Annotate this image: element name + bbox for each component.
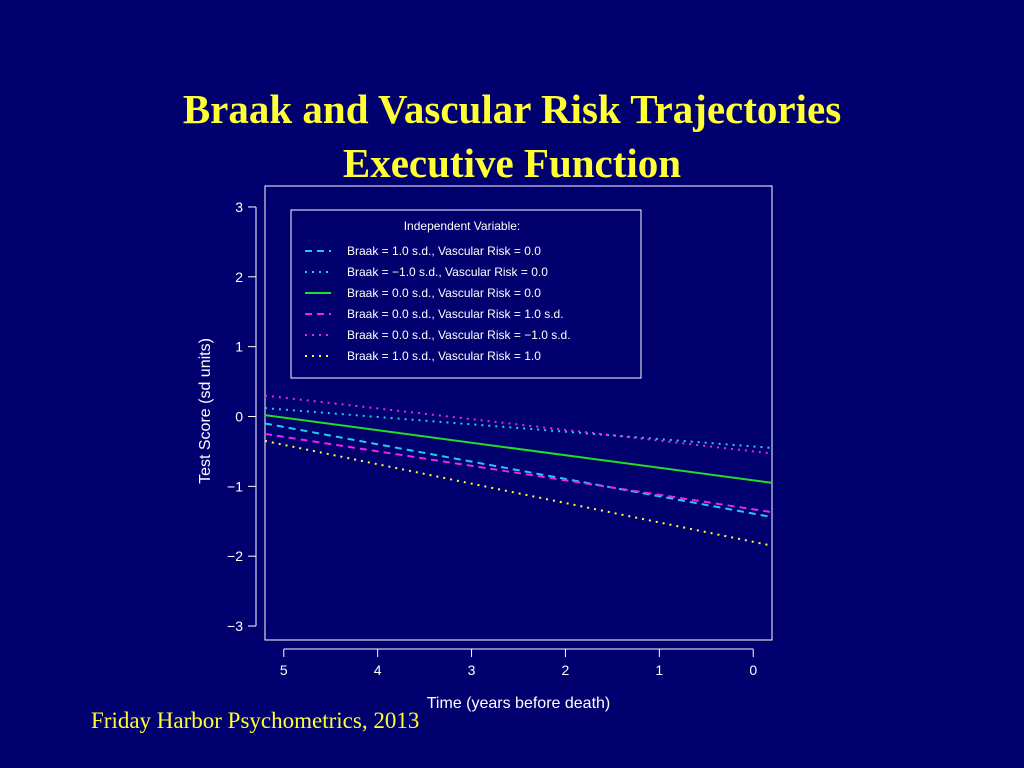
- y-tick-label: −2: [227, 548, 243, 564]
- legend-label-6: Braak = 1.0 s.d., Vascular Risk = 1.0: [347, 349, 541, 363]
- legend-label-4: Braak = 0.0 s.d., Vascular Risk = 1.0 s.…: [347, 307, 564, 321]
- y-tick-label: 0: [235, 408, 243, 424]
- y-tick-label: 2: [235, 269, 243, 285]
- legend-title: Independent Variable:: [404, 219, 521, 233]
- title-line-2: Executive Function: [342, 140, 682, 186]
- legend-label-5: Braak = 0.0 s.d., Vascular Risk = −1.0 s…: [347, 328, 571, 342]
- slide-title: Braak and Vascular Risk Trajectories Exe…: [0, 82, 1024, 190]
- y-axis-label: Test Score (sd units): [197, 338, 214, 484]
- legend-label-1: Braak = 1.0 s.d., Vascular Risk = 0.0: [347, 244, 541, 258]
- y-tick-label: −3: [227, 618, 243, 634]
- series-line-6: [264, 439, 773, 547]
- series-line-1: [264, 422, 773, 519]
- footer-credit: Friday Harbor Psychometrics, 2013: [91, 708, 420, 733]
- series-line-4: [264, 432, 773, 514]
- x-tick-label: 3: [468, 662, 476, 678]
- series-line-2: [264, 407, 773, 449]
- legend-box: [290, 209, 642, 379]
- x-tick-label: 4: [374, 662, 382, 678]
- y-tick-label: 3: [235, 199, 243, 215]
- x-tick-label: 5: [280, 662, 288, 678]
- x-tick-label: 0: [749, 662, 757, 678]
- legend-label-3: Braak = 0.0 s.d., Vascular Risk = 0.0: [347, 286, 541, 300]
- plot-frame: [264, 185, 773, 641]
- x-axis-label: Time (years before death): [427, 695, 610, 712]
- legend-label-2: Braak = −1.0 s.d., Vascular Risk = 0.0: [347, 265, 548, 279]
- series-line-5: [264, 394, 773, 455]
- y-tick-label: 1: [235, 339, 243, 355]
- series-line-3: [264, 414, 773, 484]
- x-tick-label: 1: [655, 662, 663, 678]
- y-tick-label: −1: [227, 478, 243, 494]
- title-line-1: Braak and Vascular Risk Trajectories: [182, 86, 842, 132]
- x-tick-label: 2: [562, 662, 570, 678]
